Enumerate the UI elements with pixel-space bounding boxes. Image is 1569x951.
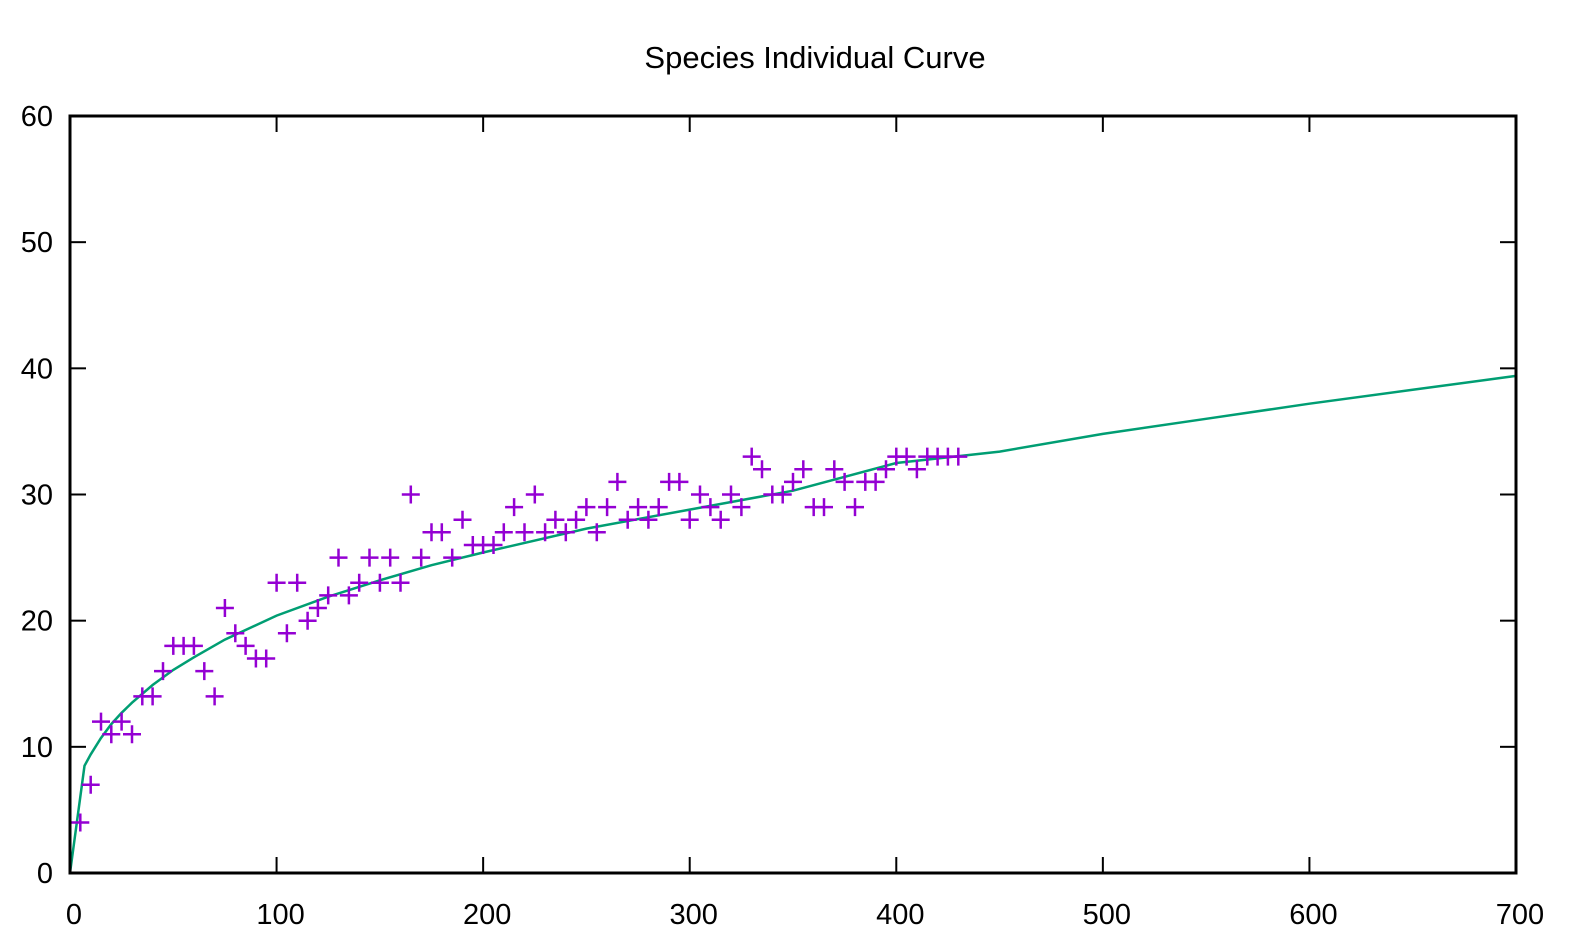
- data-point: [546, 510, 565, 529]
- data-point: [784, 472, 802, 491]
- x-tick-label: 300: [670, 899, 718, 931]
- data-point: [825, 460, 844, 479]
- y-tick-label: 40: [21, 353, 53, 385]
- x-tick-label: 100: [256, 899, 304, 931]
- data-point: [866, 472, 885, 491]
- data-point: [536, 523, 555, 542]
- axis-ticks: [69, 115, 1517, 874]
- y-tick-label: 60: [21, 101, 53, 133]
- data-point: [267, 573, 286, 592]
- data-point: [205, 687, 224, 706]
- data-point: [277, 624, 296, 643]
- data-point: [701, 498, 720, 517]
- data-point: [815, 498, 833, 517]
- data-point: [835, 472, 854, 491]
- data-point: [308, 599, 327, 617]
- data-point: [443, 548, 462, 567]
- data-point: [123, 725, 141, 744]
- data-point: [577, 498, 596, 517]
- data-point: [215, 599, 234, 617]
- data-point: [329, 548, 348, 567]
- data-point: [391, 573, 410, 592]
- data-point: [494, 523, 513, 542]
- data-point: [732, 498, 751, 517]
- data-point: [370, 573, 389, 592]
- data-point: [319, 586, 338, 605]
- data-point: [484, 536, 503, 554]
- data-point: [401, 485, 420, 504]
- chart-title: Species Individual Curve: [644, 40, 985, 75]
- data-point: [846, 498, 864, 517]
- data-point: [339, 586, 358, 605]
- x-tick-label: 500: [1083, 899, 1131, 931]
- x-tick-label: 400: [876, 899, 924, 931]
- data-point: [350, 573, 369, 592]
- data-point: [587, 523, 606, 542]
- data-point: [598, 498, 617, 517]
- data-point: [897, 447, 916, 466]
- data-point: [112, 712, 131, 731]
- data-point: [525, 485, 544, 504]
- data-point: [288, 573, 307, 592]
- data-point: [195, 662, 214, 681]
- data-point: [432, 523, 451, 542]
- data-point: [102, 725, 121, 744]
- x-tick-label: 200: [463, 899, 511, 931]
- data-point: [877, 460, 895, 479]
- data-point: [567, 510, 586, 529]
- data-point: [298, 611, 317, 630]
- x-tick-label: 600: [1289, 899, 1337, 931]
- x-tick-label: 700: [1496, 899, 1544, 931]
- data-point: [257, 649, 276, 668]
- data-point: [649, 498, 668, 517]
- data-point: [515, 523, 534, 542]
- data-point: [711, 510, 730, 529]
- data-point: [773, 485, 792, 504]
- data-point: [226, 624, 245, 643]
- data-point: [907, 460, 926, 479]
- data-point: [453, 510, 472, 529]
- y-tick-label: 30: [21, 480, 53, 512]
- data-point: [629, 498, 648, 517]
- data-point: [412, 548, 431, 567]
- data-point: [154, 662, 172, 681]
- data-point: [71, 813, 90, 832]
- data-point: [92, 712, 110, 731]
- data-point: [639, 510, 658, 529]
- x-tick-label: 0: [66, 899, 82, 931]
- data-point: [81, 775, 100, 794]
- data-point: [381, 548, 400, 567]
- y-tick-labels: 0 10 20 30 40 50 60: [21, 101, 53, 890]
- data-point: [794, 460, 813, 479]
- data-point: [722, 485, 740, 504]
- data-point: [184, 636, 203, 655]
- data-points-layer: [71, 447, 968, 832]
- data-point: [618, 510, 637, 529]
- plot-frame: [68, 114, 1518, 875]
- data-point: [949, 447, 968, 466]
- data-point: [742, 447, 761, 466]
- data-point: [753, 460, 771, 479]
- x-tick-labels: 0 100 200 300 400 500 600 700: [66, 899, 1544, 931]
- y-tick-label: 20: [21, 606, 53, 638]
- data-point: [236, 636, 255, 655]
- y-tick-label: 10: [21, 732, 53, 764]
- data-point: [680, 510, 699, 529]
- y-tick-label: 0: [37, 858, 53, 890]
- data-point: [608, 472, 627, 491]
- data-point: [670, 472, 689, 491]
- data-point: [691, 485, 709, 504]
- data-point: [360, 548, 379, 567]
- data-point: [143, 687, 162, 706]
- y-tick-label: 50: [21, 227, 53, 259]
- data-point: [556, 523, 575, 542]
- data-point: [505, 498, 524, 517]
